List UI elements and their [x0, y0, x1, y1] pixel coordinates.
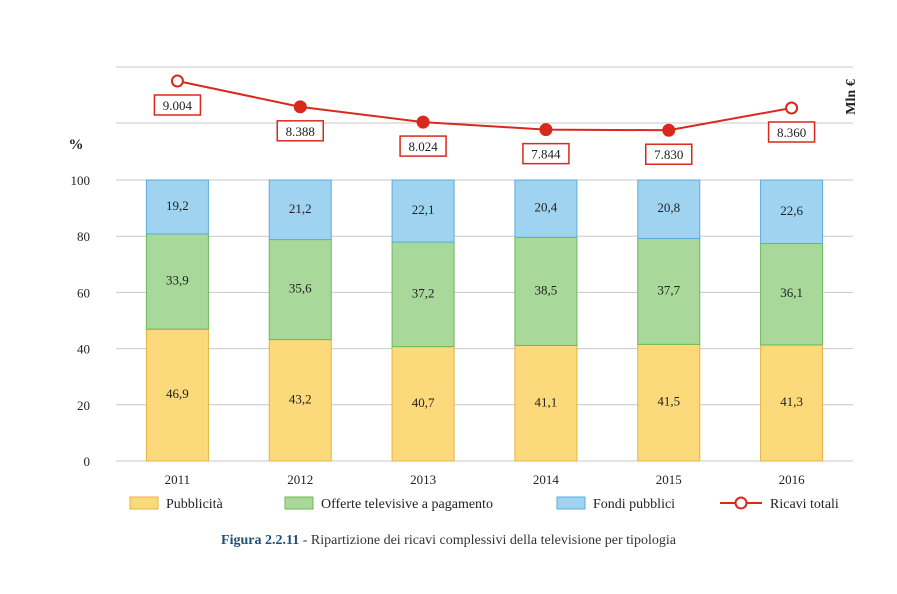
- data-label: 33,9: [166, 273, 189, 288]
- x-tick-label: 2016: [779, 472, 806, 487]
- bar-segment: [760, 179, 824, 245]
- revenue-line: [177, 80, 792, 132]
- y-tick-label: 80: [77, 229, 90, 244]
- revenue-label: 8.024: [408, 139, 438, 154]
- data-label: 43,2: [289, 391, 312, 406]
- data-label: 37,2: [412, 285, 435, 300]
- bar-segment: [145, 179, 209, 235]
- bar-segment: [637, 179, 701, 239]
- data-label: 38,5: [535, 282, 558, 297]
- figure-caption: Figura 2.2.11 - Ripartizione dei ricavi …: [0, 533, 897, 549]
- x-tick-label: 2011: [165, 472, 191, 487]
- revenue-marker: [785, 101, 799, 115]
- revenue-label: 8.360: [777, 125, 806, 140]
- bar-segment: [514, 345, 578, 462]
- data-label: 20,8: [657, 200, 680, 215]
- legend-marker: [734, 496, 748, 510]
- data-label: 19,2: [166, 198, 189, 213]
- x-tick-label: 2013: [410, 472, 436, 487]
- legend-swatch: [129, 496, 159, 510]
- data-label: 21,2: [289, 201, 312, 216]
- x-tick-label: 2012: [287, 472, 313, 487]
- legend-swatch: [556, 496, 586, 510]
- revenue-label-box: [522, 142, 570, 165]
- data-label: 22,6: [780, 203, 803, 218]
- bar-segment: [268, 239, 332, 341]
- data-label: 41,5: [657, 394, 680, 409]
- bar-segment: [514, 236, 578, 347]
- revenue-label: 9.004: [163, 98, 193, 113]
- bar-segment: [637, 343, 701, 462]
- bar-segment: [391, 179, 455, 243]
- revenue-label: 8.388: [286, 124, 315, 139]
- legend-label: Offerte televisive a pagamento: [321, 497, 493, 512]
- bar-segment: [268, 179, 332, 241]
- legend-label: Fondi pubblici: [593, 497, 675, 512]
- revenue-label: 7.830: [654, 147, 683, 162]
- legend-label: Ricavi totali: [770, 497, 839, 512]
- data-label: 41,1: [535, 394, 558, 409]
- data-label: 36,1: [780, 285, 803, 300]
- y-axis-label: %: [69, 137, 84, 153]
- data-label: 40,7: [412, 395, 435, 410]
- revenue-marker: [170, 74, 184, 88]
- bar-segment: [514, 179, 578, 238]
- y-tick-label: 100: [71, 173, 91, 188]
- figure-number: Figura 2.2.11: [221, 533, 300, 548]
- data-label: 46,9: [166, 386, 189, 401]
- figure-title: - Ripartizione dei ricavi complessivi de…: [299, 533, 676, 548]
- bar-segment: [145, 328, 209, 462]
- revenue-label-box: [153, 94, 202, 116]
- y-tick-label: 0: [84, 454, 91, 469]
- data-label: 20,4: [535, 200, 558, 215]
- bar-segment: [145, 233, 209, 330]
- data-label: 41,3: [780, 394, 803, 409]
- data-label: 35,6: [289, 281, 312, 296]
- x-tick-label: 2014: [533, 472, 560, 487]
- revenue-label-box: [276, 120, 324, 142]
- data-label: 37,7: [657, 282, 680, 297]
- y-tick-label: 40: [77, 342, 90, 357]
- revenue-label-box: [399, 135, 447, 157]
- bar-segment: [391, 241, 455, 348]
- revenue-marker: [293, 100, 307, 114]
- revenue-label-box: [767, 121, 816, 143]
- bar-segment: [760, 243, 824, 346]
- revenue-marker: [539, 123, 553, 137]
- bar-segment: [268, 339, 332, 462]
- data-label: 22,1: [412, 202, 435, 217]
- y-tick-label: 60: [77, 285, 90, 300]
- y2-axis-label: Mln €: [844, 79, 859, 114]
- stacked-bar-chart: 0 20 40 60 80 100% Mln € 46,9 33,9 19,2 2011 43,2 35…: [69, 66, 859, 512]
- legend-swatch: [284, 496, 314, 510]
- revenue-label: 7.844: [531, 147, 561, 162]
- y-tick-label: 20: [77, 398, 90, 413]
- x-tick-label: 2015: [656, 472, 682, 487]
- revenue-marker: [416, 115, 430, 129]
- legend-label: Pubblicità: [166, 497, 224, 512]
- revenue-label-box: [645, 143, 693, 165]
- revenue-marker: [662, 123, 676, 137]
